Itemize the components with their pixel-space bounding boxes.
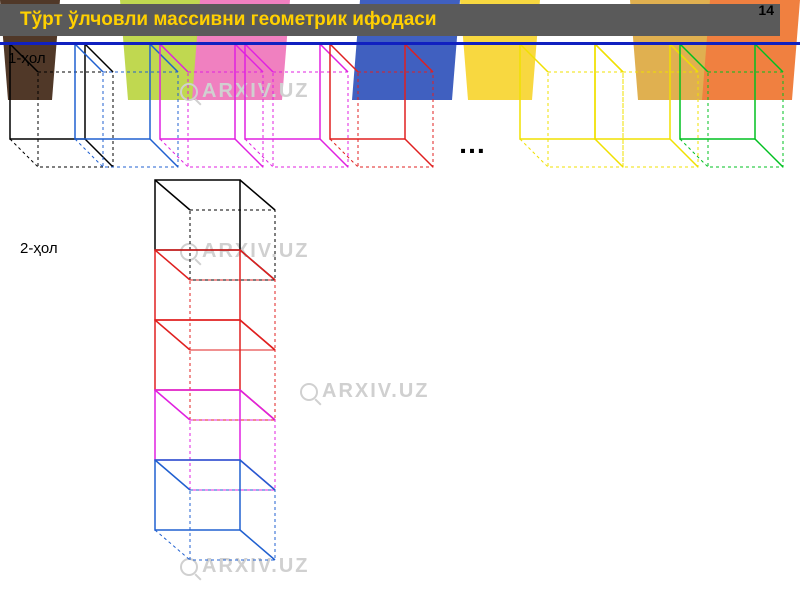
case-2-label: 2-ҳол <box>20 240 58 257</box>
slide-title: Тўрт ўлчовли массивни геометрик ифодаси <box>20 9 437 31</box>
page-number: 14 <box>758 2 774 18</box>
case-1-label: 1-ҳол <box>8 50 46 67</box>
cube-stack <box>0 0 800 600</box>
ellipsis: … <box>458 128 486 160</box>
title-underline <box>0 42 800 45</box>
title-bar: Тўрт ўлчовли массивни геометрик ифодаси … <box>0 4 780 36</box>
